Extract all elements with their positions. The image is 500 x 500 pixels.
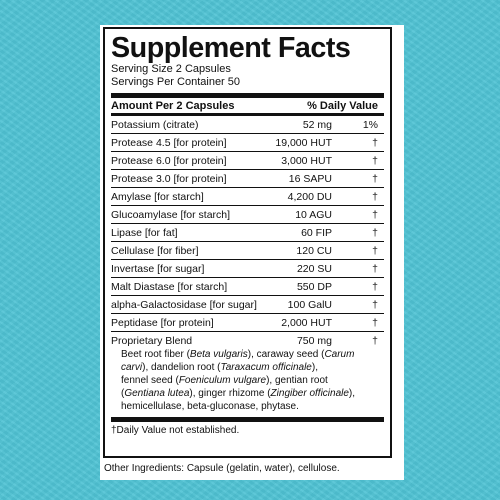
table-row: Cellulase [for fiber] 120 CU † [111,242,384,260]
blend-row: Proprietary Blend 750 mg † [111,333,384,348]
botanical-name: carvi [121,362,143,373]
botanical-name: Carum [324,349,355,360]
amount-per-header: Amount Per 2 Capsules [111,100,235,112]
botanical-name: Zingiber officinale [270,388,349,399]
row-dv: † [372,154,378,167]
row-amount: 120 CU [296,244,332,257]
serving-size: Serving Size 2 Capsules [111,63,231,75]
blend-text: ), gentian root [266,375,328,386]
blend-name: Proprietary Blend [111,334,193,347]
blend-text: Beet root fiber ( [121,349,190,360]
row-name: alpha-Galactosidase [for sugar] [111,298,257,311]
row-amount: 10 AGU [295,208,332,221]
table-row: Peptidase [for protein] 2,000 HUT † [111,314,384,332]
blend-text: ), [348,388,356,399]
proprietary-blend: Proprietary Blend 750 mg † Beet root fib… [111,332,384,413]
row-amount: 60 FIP [301,226,332,239]
row-dv: † [372,298,378,311]
botanical-name: Beta vulgaris [189,349,248,360]
row-name: Protease 3.0 [for protein] [111,172,227,185]
table-row: Protease 3.0 [for protein] 16 SAPU † [111,170,384,188]
table-row: Potassium (citrate) 52 mg 1% [111,116,384,134]
row-name: Amylase [for starch] [111,190,204,203]
blend-text: ), [311,362,318,373]
supplement-facts-label: Supplement Facts Serving Size 2 Capsules… [103,27,392,458]
blend-text: ), ginger rhizome ( [189,388,271,399]
row-name: Potassium (citrate) [111,118,199,131]
row-name: Protease 6.0 [for protein] [111,154,227,167]
row-amount: 16 SAPU [288,172,332,185]
row-amount: 100 GalU [287,298,332,311]
botanical-name: Taraxacum officinale [220,362,312,373]
blend-line: carvi), dandelion root (Taraxacum offici… [121,361,380,374]
row-amount: 52 mg [302,118,332,131]
row-dv: † [372,244,378,257]
row-amount: 4,200 DU [287,190,332,203]
row-dv: † [372,280,378,293]
blend-text: hemicellulase, beta-gluconase, phytase. [121,401,299,412]
blend-text: ), dandelion root ( [142,362,221,373]
blend-text: ), caraway seed ( [247,349,325,360]
row-name: Lipase [for fat] [111,226,178,239]
row-name: Malt Diastase [for starch] [111,280,228,293]
daily-value-header: % Daily Value [307,100,378,112]
row-dv: † [372,190,378,203]
blend-line: Beet root fiber (Beta vulgaris), caraway… [121,348,380,361]
other-ingredients: Other Ingredients: Capsule (gelatin, wat… [104,463,340,474]
blend-text: ( [121,388,125,399]
table-row: Protease 4.5 [for protein] 19,000 HUT † [111,134,384,152]
table-row: Lipase [for fat] 60 FIP † [111,224,384,242]
label-title: Supplement Facts [111,32,351,64]
row-dv: 1% [362,118,378,131]
botanical-name: Gentiana lutea [124,388,190,399]
table-row: Malt Diastase [for starch] 550 DP † [111,278,384,296]
blend-line: fennel seed (Foeniculum vulgare), gentia… [121,374,380,387]
thick-divider [111,93,384,98]
row-amount: 19,000 HUT [275,136,332,149]
column-header: Amount Per 2 Capsules % Daily Value [111,98,384,113]
row-dv: † [372,262,378,275]
row-dv: † [372,226,378,239]
nutrient-rows: Potassium (citrate) 52 mg 1% Protease 4.5 … [111,116,384,332]
row-dv: † [372,208,378,221]
table-row: Amylase [for starch] 4,200 DU † [111,188,384,206]
row-dv: † [372,316,378,329]
header-divider [111,113,384,116]
botanical-name: Foeniculum vulgare [178,375,267,386]
row-amount: 550 DP [296,280,332,293]
blend-line: (Gentiana lutea), ginger rhizome (Zingib… [121,387,380,400]
servings-per-container: Servings Per Container 50 [111,76,241,88]
blend-ingredients: Beet root fiber (Beta vulgaris), caraway… [111,348,384,413]
row-name: Cellulase [for fiber] [111,244,199,257]
table-row: alpha-Galactosidase [for sugar] 100 GalU † [111,296,384,314]
blend-amount: 750 mg [296,334,332,347]
table-row: Invertase [for sugar] 220 SU † [111,260,384,278]
row-name: Glucoamylase [for starch] [111,208,231,221]
row-name: Peptidase [for protein] [111,316,214,329]
row-name: Protease 4.5 [for protein] [111,136,227,149]
footnote-divider [111,417,384,422]
blend-text: fennel seed ( [121,375,179,386]
row-amount: 220 SU [296,262,332,275]
table-row: Glucoamylase [for starch] 10 AGU † [111,206,384,224]
label-panel [100,25,404,480]
row-amount: 3,000 HUT [281,154,332,167]
blend-dv: † [372,334,378,347]
footnote: †Daily Value not established. [111,425,240,436]
row-dv: † [372,136,378,149]
row-dv: † [372,172,378,185]
blend-line: hemicellulase, beta-gluconase, phytase. [121,400,380,413]
row-name: Invertase [for sugar] [111,262,205,275]
table-row: Protease 6.0 [for protein] 3,000 HUT † [111,152,384,170]
row-amount: 2,000 HUT [281,316,332,329]
